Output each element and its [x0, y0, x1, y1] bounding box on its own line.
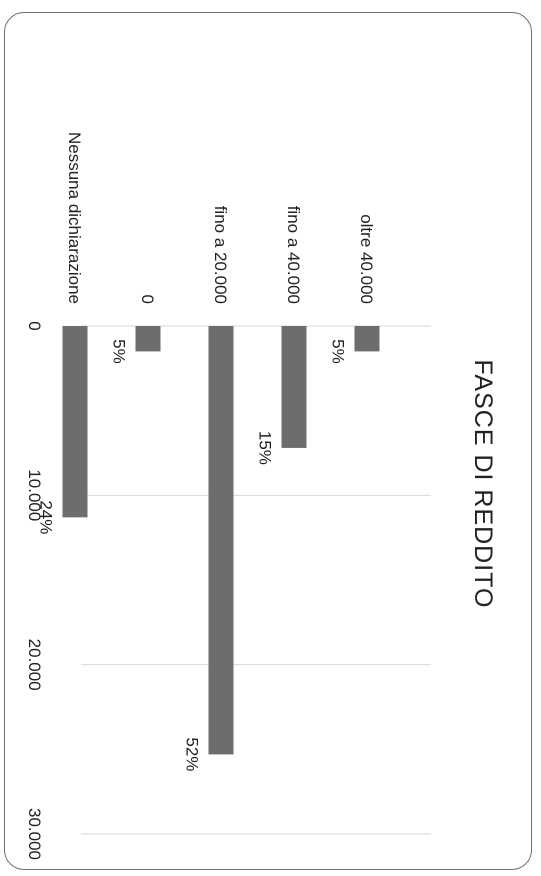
bar: [135, 326, 161, 352]
data-label: 5%: [110, 339, 129, 364]
chart-title: FASCE DI REDDITO: [469, 360, 497, 609]
bar: [281, 326, 307, 448]
category-label: oltre 40.000: [357, 214, 376, 304]
x-tick-label: 10.000: [25, 469, 44, 521]
gridlines: [81, 325, 431, 835]
data-label: 52%: [183, 737, 202, 771]
bar: [354, 326, 380, 352]
category-labels: oltre 40.000 fino a 40.000 fino a 20.000 0 N…: [65, 132, 376, 304]
category-label: Nessuna dichiarazione: [65, 132, 84, 304]
x-axis-tick-labels: 0 10.000 20.000 30.000: [25, 321, 44, 860]
bars: [62, 326, 380, 755]
x-tick-label: 30.000: [25, 808, 44, 860]
category-label: 0: [138, 295, 157, 304]
bar: [62, 326, 88, 518]
x-tick-label: 0: [25, 321, 44, 330]
data-label: 15%: [256, 431, 275, 465]
chart-card: [4, 12, 532, 870]
category-label: fino a 40.000: [284, 206, 303, 304]
bar: [208, 326, 234, 755]
data-label: 5%: [329, 339, 348, 364]
category-label: fino a 20.000: [211, 206, 230, 304]
data-labels: 5% 15% 52% 5% 24%: [37, 339, 348, 771]
x-tick-label: 20.000: [25, 639, 44, 691]
data-label: 24%: [37, 500, 56, 534]
